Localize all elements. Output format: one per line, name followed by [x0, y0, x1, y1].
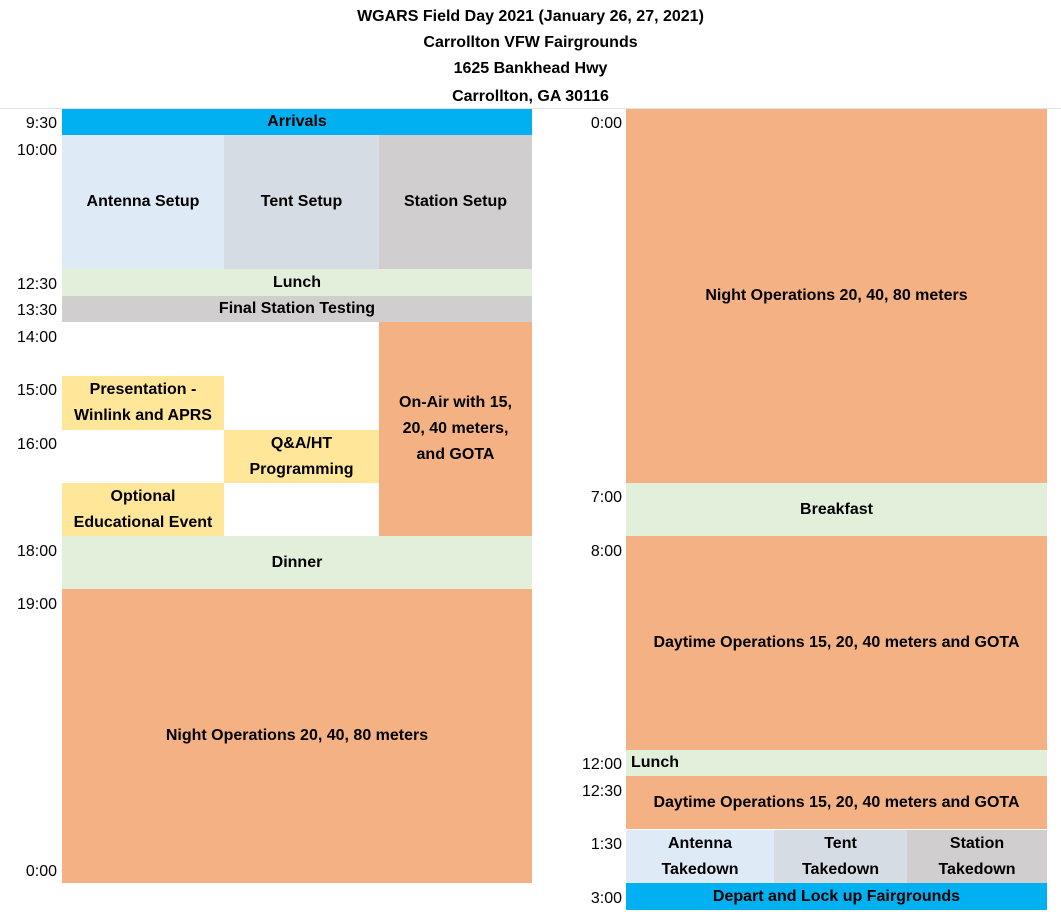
- time-label: 13:30: [16, 302, 57, 319]
- depart-label: Depart and Lock up Fairgrounds: [712, 887, 961, 905]
- antenna-takedown-label: Takedown: [661, 860, 739, 878]
- arrivals-label: Arrivals: [267, 113, 327, 130]
- breakfast-block: Breakfast: [626, 483, 1047, 536]
- lunch-block: Lunch: [626, 750, 1047, 776]
- tent-takedown-label: Takedown: [801, 860, 880, 878]
- tent-takedown-block: Tent Takedown: [774, 830, 907, 883]
- night-ops-block: Night Operations 20, 40, 80 meters: [62, 589, 532, 883]
- lunch-label: Lunch: [273, 273, 321, 291]
- optional-event-block: Optional Educational Event: [62, 483, 224, 536]
- on-air-label: and GOTA: [416, 446, 495, 463]
- optional-event-label: Optional: [110, 487, 176, 505]
- lunch-block: Lunch: [62, 269, 532, 296]
- time-label: 8:00: [590, 543, 622, 560]
- grid-line: [0, 108, 1061, 109]
- time-label: 12:00: [581, 756, 622, 773]
- station-takedown-label: Takedown: [938, 860, 1016, 878]
- venue-name: Carrollton VFW Fairgrounds: [423, 34, 638, 51]
- antenna-setup-block: Antenna Setup: [62, 135, 224, 269]
- antenna-setup-label: Antenna Setup: [86, 193, 200, 210]
- night-ops-label: Night Operations 20, 40, 80 meters: [165, 727, 429, 744]
- presentation-label: Presentation -: [89, 381, 197, 398]
- tent-setup-block: Tent Setup: [224, 135, 379, 269]
- night-ops-label: Night Operations 20, 40, 80 meters: [705, 287, 968, 304]
- time-label: 16:00: [16, 436, 57, 453]
- time-label: 12:30: [16, 276, 57, 293]
- arrivals-block: Arrivals: [62, 109, 532, 135]
- presentation-block: Presentation - Winlink and APRS: [62, 376, 224, 430]
- daytime-ops-label: Daytime Operations 15, 20, 40 meters and…: [653, 634, 1020, 651]
- on-air-label: On-Air with 15,: [399, 394, 512, 411]
- venue-street: 1625 Bankhead Hwy: [453, 60, 608, 77]
- time-label: 12:30: [581, 783, 622, 800]
- time-label: 3:00: [590, 890, 622, 907]
- venue-city: Carrollton, GA 30116: [452, 88, 609, 105]
- station-takedown-label: Station: [949, 834, 1005, 852]
- breakfast-label: Breakfast: [800, 500, 873, 518]
- depart-block: Depart and Lock up Fairgrounds: [626, 883, 1047, 910]
- optional-event-label: Educational Event: [73, 513, 213, 531]
- schedule-title: WGARS Field Day 2021 (January 26, 27, 20…: [357, 8, 704, 25]
- time-label: 0:00: [25, 863, 57, 880]
- tent-takedown-label: Tent: [824, 834, 857, 852]
- qa-label: Q&A/HT: [270, 434, 333, 452]
- night-ops-block: Night Operations 20, 40, 80 meters: [626, 109, 1047, 483]
- time-label: 9:30: [25, 115, 57, 132]
- antenna-takedown-block: Antenna Takedown: [626, 830, 774, 883]
- antenna-takedown-label: Antenna: [668, 834, 732, 852]
- daytime-ops-label: Daytime Operations 15, 20, 40 meters and…: [653, 793, 1020, 811]
- dinner-block: Dinner: [62, 536, 532, 589]
- qa-block: Q&A/HT Programming: [224, 430, 379, 483]
- tent-setup-label: Tent Setup: [260, 193, 343, 210]
- daytime-ops-block: Daytime Operations 15, 20, 40 meters and…: [626, 536, 1047, 750]
- time-label: 10:00: [16, 142, 57, 159]
- time-label: 7:00: [590, 489, 622, 506]
- station-setup-label: Station Setup: [403, 193, 508, 210]
- time-label: 1:30: [590, 836, 622, 853]
- time-label: 14:00: [16, 329, 57, 346]
- daytime-ops-block: Daytime Operations 15, 20, 40 meters and…: [626, 776, 1047, 829]
- station-takedown-block: Station Takedown: [907, 830, 1047, 883]
- time-label: 19:00: [16, 596, 57, 613]
- on-air-label: 20, 40 meters,: [402, 420, 509, 437]
- presentation-label: Winlink and APRS: [74, 407, 212, 424]
- station-setup-block: Station Setup: [379, 135, 532, 269]
- time-label: 0:00: [590, 115, 622, 132]
- time-label: 15:00: [16, 382, 57, 399]
- lunch-label: Lunch: [631, 754, 679, 771]
- dinner-label: Dinner: [271, 553, 323, 571]
- time-label: 18:00: [16, 543, 57, 560]
- final-testing-block: Final Station Testing: [62, 296, 532, 322]
- qa-label: Programming: [249, 460, 354, 478]
- final-testing-label: Final Station Testing: [218, 300, 376, 317]
- on-air-block: On-Air with 15, 20, 40 meters, and GOTA: [379, 322, 532, 536]
